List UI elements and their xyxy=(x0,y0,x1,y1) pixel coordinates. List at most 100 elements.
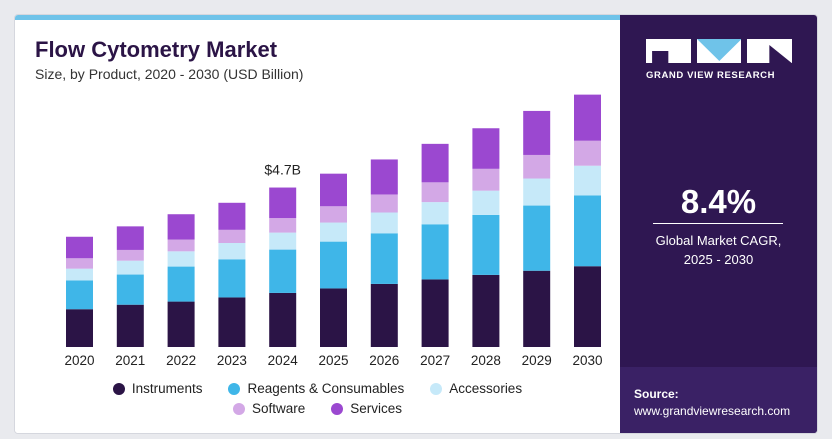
x-tick-label-2029: 2029 xyxy=(522,353,552,368)
cagr-divider xyxy=(653,223,783,224)
bar-reagents-consumables-2020 xyxy=(66,280,93,310)
bar-accessories-2029 xyxy=(523,178,551,206)
bar-accessories-2026 xyxy=(370,212,398,234)
legend-label-services: Services xyxy=(350,401,403,416)
x-tick-label-2026: 2026 xyxy=(369,353,399,368)
bar-software-2022 xyxy=(167,239,195,252)
bar-services-2025 xyxy=(320,173,347,207)
cagr-label-line-2: 2025 - 2030 xyxy=(683,252,754,267)
legend-label-accessories: Accessories xyxy=(449,381,523,396)
bar-services-2027 xyxy=(421,143,449,183)
legend-label-reagents-consumables: Reagents & Consumables xyxy=(247,381,405,396)
x-tick-label-2025: 2025 xyxy=(318,353,348,368)
bar-reagents-consumables-2025 xyxy=(320,241,347,289)
logo-block-r-icon xyxy=(747,39,793,63)
bar-accessories-2022 xyxy=(167,251,195,267)
source-link[interactable]: www.grandviewresearch.com xyxy=(634,404,791,418)
brand-name: GRAND VIEW RESEARCH xyxy=(646,70,776,81)
sidebar-panel: GRAND VIEW RESEARCH 8.4% Global Market C… xyxy=(620,15,817,433)
logo-block-v-icon xyxy=(696,39,742,63)
legend-item-reagents-consumables: Reagents & Consumables xyxy=(228,381,404,396)
bar-reagents-consumables-2024 xyxy=(269,249,297,293)
bar-services-2020 xyxy=(66,236,93,259)
bar-instruments-2029 xyxy=(523,270,551,347)
x-tick-label-2022: 2022 xyxy=(166,353,196,368)
chart-panel: Flow Cytometry Market Size, by Product, … xyxy=(15,15,620,433)
bar-accessories-2024 xyxy=(269,232,297,250)
legend-swatch-reagents-consumables xyxy=(228,382,241,395)
legend-item-services: Services xyxy=(331,401,402,416)
brand-logo: GRAND VIEW RESEARCH xyxy=(646,39,793,81)
stacked-bar-chart: 2020 2021 2022 2023 $4.7B 2024 2025 2026 2027 202… xyxy=(64,94,603,368)
logo-block-g-icon xyxy=(646,39,691,63)
bar-software-2021 xyxy=(116,249,144,261)
bar-instruments-2027 xyxy=(421,279,449,347)
bar-services-2030 xyxy=(574,94,601,141)
chart-subtitle: Size, by Product, 2020 - 2030 (USD Billi… xyxy=(35,66,304,82)
bar-software-2027 xyxy=(421,182,449,203)
bar-instruments-2026 xyxy=(370,283,398,347)
x-tick-label-2024: 2024 xyxy=(268,353,299,368)
bar-instruments-2024 xyxy=(269,292,297,347)
bar-services-2021 xyxy=(116,226,144,250)
data-label-2024: $4.7B xyxy=(264,162,301,178)
legend-swatch-services xyxy=(331,402,344,415)
x-tick-label-2030: 2030 xyxy=(572,353,602,368)
cagr-label: Global Market CAGR, 2025 - 2030 xyxy=(620,231,817,269)
legend-swatch-instruments xyxy=(112,382,125,395)
bar-reagents-consumables-2028 xyxy=(472,214,500,275)
source-box: Source: www.grandviewresearch.com xyxy=(620,367,817,433)
legend-swatch-software xyxy=(232,402,245,415)
legend-item-accessories: Accessories xyxy=(430,381,522,396)
bar-reagents-consumables-2030 xyxy=(574,195,601,267)
bar-accessories-2028 xyxy=(472,190,500,215)
bar-software-2025 xyxy=(320,206,347,223)
x-tick-label-2023: 2023 xyxy=(217,353,247,368)
bar-services-2023 xyxy=(218,202,246,230)
bar-software-2029 xyxy=(523,154,551,179)
legend-item-software: Software xyxy=(232,401,306,416)
cagr-label-line-1: Global Market CAGR, xyxy=(655,233,782,248)
infographic-card: Flow Cytometry Market Size, by Product, … xyxy=(14,14,818,434)
x-tick-label-2021: 2021 xyxy=(115,353,145,368)
legend-label-instruments: Instruments xyxy=(131,381,203,396)
legend-label-software: Software xyxy=(251,401,306,416)
bar-software-2028 xyxy=(472,168,500,191)
bar-accessories-2030 xyxy=(574,165,601,196)
bar-software-2024 xyxy=(269,218,297,233)
bar-accessories-2025 xyxy=(320,222,347,242)
x-tick-label-2027: 2027 xyxy=(420,353,450,368)
bar-software-2030 xyxy=(574,140,601,166)
legend-item-instruments: Instruments xyxy=(112,381,203,396)
bar-reagents-consumables-2021 xyxy=(116,274,144,305)
bar-accessories-2027 xyxy=(421,202,449,225)
legend-row-2: Software Services xyxy=(15,401,620,416)
bar-instruments-2020 xyxy=(66,309,93,347)
bar-software-2026 xyxy=(370,194,398,213)
bar-reagents-consumables-2027 xyxy=(421,224,449,280)
bar-software-2020 xyxy=(66,258,93,269)
legend-row-1: Instruments Reagents & Consumables Accesso… xyxy=(15,381,620,396)
x-tick-label-2020: 2020 xyxy=(64,353,94,368)
bar-services-2028 xyxy=(472,128,500,169)
bar-instruments-2030 xyxy=(574,266,601,347)
bar-accessories-2021 xyxy=(116,260,144,275)
bar-instruments-2028 xyxy=(472,274,500,347)
accent-bar xyxy=(15,15,620,20)
cagr-value: 8.4% xyxy=(680,183,757,220)
logo-mark-icon xyxy=(646,39,793,63)
legend-swatch-accessories xyxy=(430,382,443,395)
bar-reagents-consumables-2022 xyxy=(167,266,195,302)
bar-services-2026 xyxy=(370,159,398,195)
bar-software-2023 xyxy=(218,229,246,243)
bar-instruments-2022 xyxy=(167,301,195,347)
bar-services-2022 xyxy=(167,214,195,240)
source-title: Source: xyxy=(634,387,679,401)
bar-reagents-consumables-2026 xyxy=(370,233,398,284)
bar-services-2029 xyxy=(523,110,551,155)
bar-accessories-2023 xyxy=(218,243,246,260)
x-tick-label-2028: 2028 xyxy=(471,353,501,368)
bar-instruments-2025 xyxy=(320,288,347,347)
bar-reagents-consumables-2023 xyxy=(218,259,246,298)
chart-title: Flow Cytometry Market xyxy=(35,37,278,62)
